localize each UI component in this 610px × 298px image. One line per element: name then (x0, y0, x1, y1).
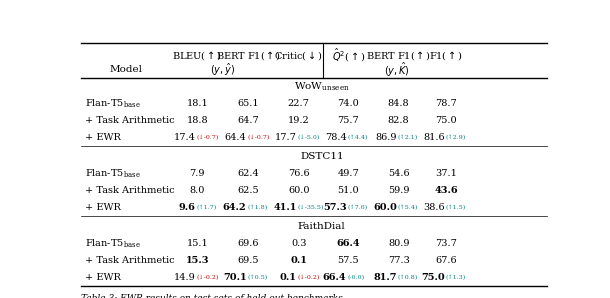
Text: BLEU($\uparrow$): BLEU($\uparrow$) (172, 49, 222, 62)
Text: (↓-0.2): (↓-0.2) (196, 275, 219, 280)
Text: (↑0.8): (↑0.8) (398, 275, 418, 280)
Text: $(y, \hat{K})$: $(y, \hat{K})$ (384, 60, 411, 79)
Text: + EWR: + EWR (85, 133, 121, 142)
Text: Table 3: EWR results on test sets of held-out benchmarks.: Table 3: EWR results on test sets of hel… (81, 294, 346, 298)
Text: 14.9: 14.9 (174, 273, 195, 282)
Text: F1($\uparrow$): F1($\uparrow$) (429, 49, 464, 62)
Text: $\hat{Q}^2$($\uparrow$): $\hat{Q}^2$($\uparrow$) (332, 47, 365, 64)
Text: 38.6: 38.6 (423, 203, 445, 212)
Text: 69.5: 69.5 (237, 256, 259, 265)
Text: 70.1: 70.1 (223, 273, 246, 282)
Text: 41.1: 41.1 (273, 203, 297, 212)
Text: 60.0: 60.0 (373, 203, 396, 212)
Text: + Task Arithmetic: + Task Arithmetic (85, 186, 174, 195)
Text: 81.6: 81.6 (423, 133, 445, 142)
Text: 86.9: 86.9 (375, 133, 396, 142)
Text: 60.0: 60.0 (288, 186, 309, 195)
Text: 81.7: 81.7 (373, 273, 396, 282)
Text: 67.6: 67.6 (436, 256, 458, 265)
Text: 80.9: 80.9 (388, 239, 409, 248)
Text: (-0.0): (-0.0) (347, 275, 365, 280)
Text: 19.2: 19.2 (288, 116, 309, 125)
Text: 17.7: 17.7 (275, 133, 297, 142)
Text: 75.7: 75.7 (337, 116, 359, 125)
Text: + EWR: + EWR (85, 273, 121, 282)
Text: 75.0: 75.0 (436, 116, 458, 125)
Text: 51.0: 51.0 (337, 186, 359, 195)
Text: 69.6: 69.6 (237, 239, 259, 248)
Text: 62.5: 62.5 (237, 186, 259, 195)
Text: 65.1: 65.1 (237, 99, 259, 108)
Text: (↓-0.7): (↓-0.7) (196, 135, 219, 140)
Text: WoW$_{\mathregular{unseen}}$: WoW$_{\mathregular{unseen}}$ (294, 80, 350, 93)
Text: 57.3: 57.3 (323, 203, 346, 212)
Text: 0.1: 0.1 (280, 273, 297, 282)
Text: (↑1.5): (↑1.5) (445, 205, 465, 210)
Text: 84.8: 84.8 (388, 99, 409, 108)
Text: Flan-T5$_{\mathregular{base}}$: Flan-T5$_{\mathregular{base}}$ (85, 237, 140, 250)
Text: 57.5: 57.5 (337, 256, 359, 265)
Text: (↓-5.0): (↓-5.0) (298, 135, 320, 140)
Text: $(y, \hat{y})$: $(y, \hat{y})$ (210, 62, 235, 78)
Text: (↑2.9): (↑2.9) (445, 135, 465, 140)
Text: 22.7: 22.7 (288, 99, 310, 108)
Text: + EWR: + EWR (85, 203, 121, 212)
Text: 7.9: 7.9 (190, 169, 205, 178)
Text: 77.3: 77.3 (388, 256, 409, 265)
Text: (↑1.3): (↑1.3) (445, 275, 465, 280)
Text: 18.8: 18.8 (187, 116, 208, 125)
Text: 76.6: 76.6 (288, 169, 309, 178)
Text: 54.6: 54.6 (388, 169, 409, 178)
Text: (↓-35.5): (↓-35.5) (298, 205, 324, 210)
Text: 49.7: 49.7 (337, 169, 359, 178)
Text: Model: Model (110, 65, 143, 74)
Text: Flan-T5$_{\mathregular{base}}$: Flan-T5$_{\mathregular{base}}$ (85, 97, 140, 110)
Text: 15.3: 15.3 (185, 256, 209, 265)
Text: 75.0: 75.0 (421, 273, 445, 282)
Text: (↑4.4): (↑4.4) (347, 135, 368, 140)
Text: 0.3: 0.3 (291, 239, 306, 248)
Text: + Task Arithmetic: + Task Arithmetic (85, 116, 174, 125)
Text: 8.0: 8.0 (190, 186, 205, 195)
Text: 0.1: 0.1 (290, 256, 307, 265)
Text: (↓-0.2): (↓-0.2) (298, 275, 320, 280)
Text: 74.0: 74.0 (337, 99, 359, 108)
Text: 82.8: 82.8 (388, 116, 409, 125)
Text: 15.1: 15.1 (187, 239, 208, 248)
Text: (↓-0.7): (↓-0.7) (248, 135, 270, 140)
Text: (↑2.1): (↑2.1) (398, 135, 418, 140)
Text: Critic($\downarrow$): Critic($\downarrow$) (274, 49, 323, 62)
Text: 64.4: 64.4 (224, 133, 246, 142)
Text: 78.4: 78.4 (325, 133, 346, 142)
Text: (↑0.5): (↑0.5) (248, 275, 268, 280)
Text: (↑1.8): (↑1.8) (248, 205, 268, 210)
Text: FaithDial: FaithDial (298, 222, 346, 231)
Text: 17.4: 17.4 (173, 133, 195, 142)
Text: 64.2: 64.2 (223, 203, 246, 212)
Text: 37.1: 37.1 (436, 169, 458, 178)
Text: + Task Arithmetic: + Task Arithmetic (85, 256, 174, 265)
Text: 18.1: 18.1 (187, 99, 208, 108)
Text: (↑5.4): (↑5.4) (398, 205, 418, 210)
Text: (↑1.7): (↑1.7) (196, 205, 217, 210)
Text: Flan-T5$_{\mathregular{base}}$: Flan-T5$_{\mathregular{base}}$ (85, 167, 140, 180)
Text: 59.9: 59.9 (388, 186, 409, 195)
Text: BERT F1($\uparrow$): BERT F1($\uparrow$) (216, 49, 281, 62)
Text: 73.7: 73.7 (436, 239, 458, 248)
Text: 43.6: 43.6 (434, 186, 458, 195)
Text: 62.4: 62.4 (237, 169, 259, 178)
Text: 66.4: 66.4 (323, 273, 346, 282)
Text: (↑7.6): (↑7.6) (347, 205, 367, 210)
Text: 78.7: 78.7 (436, 99, 458, 108)
Text: 64.7: 64.7 (237, 116, 259, 125)
Text: BERT F1($\uparrow$): BERT F1($\uparrow$) (366, 49, 431, 62)
Text: 66.4: 66.4 (337, 239, 360, 248)
Text: 9.6: 9.6 (179, 203, 195, 212)
Text: DSTC11: DSTC11 (300, 152, 343, 161)
